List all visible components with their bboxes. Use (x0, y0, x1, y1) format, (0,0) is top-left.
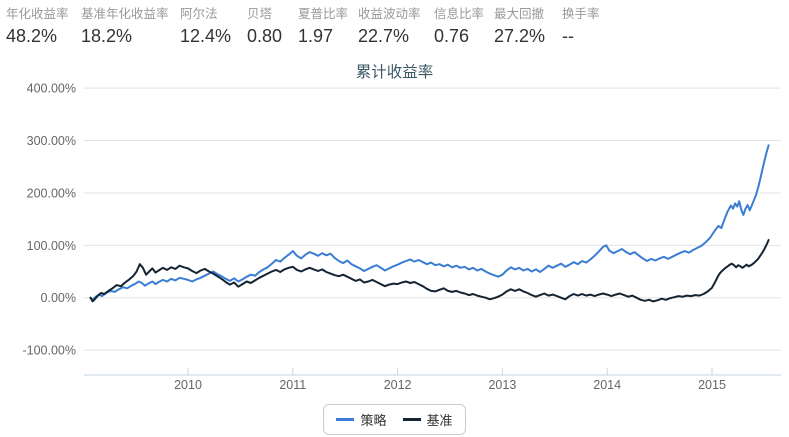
cumulative-return-chart[interactable]: 400.00% 300.00% 200.00% 100.00% 0.00% -100.00… (0, 72, 789, 437)
stat-label: 最大回撤 (494, 7, 545, 21)
series-line-基准[interactable] (89, 239, 770, 303)
legend-item-基准[interactable]: 基准 (402, 410, 453, 429)
stats-header: 年化收益率 48.2% 基准年化收益率 18.2% 阿尔法 12.4% 贝塔 0.80 夏普比率… (6, 6, 622, 48)
chart-title: 累计收益率 (355, 64, 434, 81)
legend-label: 策略 (360, 413, 387, 428)
stat-item: 换手率 -- (562, 6, 622, 48)
y-axis-label: -100.00% (22, 344, 76, 358)
x-axis-label: 2010 (174, 378, 202, 392)
stat-item: 贝塔 0.80 (247, 6, 298, 48)
stat-item: 最大回撤 27.2% (494, 6, 562, 48)
stat-value: 12.4% (180, 26, 232, 46)
y-axis-label: 300.00% (27, 134, 76, 148)
legend-line-swatch (336, 418, 355, 421)
stat-value: 48.2% (6, 26, 58, 46)
stat-label: 贝塔 (247, 7, 273, 21)
stat-item: 夏普比率 1.97 (298, 6, 358, 48)
y-axis-label: 0.00% (41, 291, 76, 305)
stat-item: 基准年化收益率 18.2% (81, 6, 180, 48)
stat-value: -- (562, 26, 574, 46)
stat-label: 换手率 (562, 7, 600, 21)
y-axis-label: 400.00% (27, 82, 76, 96)
legend-line-swatch (402, 418, 421, 421)
stat-value: 27.2% (494, 26, 546, 46)
stat-label: 收益波动率 (358, 7, 421, 21)
stat-label: 基准年化收益率 (81, 7, 169, 21)
y-axis-label: 200.00% (27, 186, 76, 200)
x-axis-label: 2011 (279, 378, 306, 392)
stat-item: 收益波动率 22.7% (358, 6, 434, 48)
stat-label: 年化收益率 (6, 7, 69, 21)
stat-label: 信息比率 (434, 7, 485, 21)
legend-box: 策略 基准 (323, 404, 466, 435)
x-axis-label: 2012 (384, 378, 412, 392)
legend-item-策略[interactable]: 策略 (336, 410, 387, 429)
series-line-策略[interactable] (89, 144, 770, 301)
stat-value: 18.2% (81, 26, 133, 46)
stat-value: 1.97 (298, 26, 334, 46)
stat-value: 22.7% (358, 26, 410, 46)
stat-item: 年化收益率 48.2% (6, 6, 81, 48)
stat-value: 0.76 (434, 26, 470, 46)
stat-item: 信息比率 0.76 (434, 6, 494, 48)
stat-item: 阿尔法 12.4% (180, 6, 247, 48)
chart-legend: 策略 基准 (0, 404, 789, 435)
y-axis-label: 100.00% (27, 239, 76, 253)
legend-label: 基准 (426, 413, 453, 428)
x-axis-label: 2014 (593, 378, 621, 392)
stat-label: 夏普比率 (298, 7, 349, 21)
x-axis-label: 2015 (698, 378, 726, 392)
stat-label: 阿尔法 (180, 7, 218, 21)
stat-value: 0.80 (247, 26, 283, 46)
x-axis-label: 2013 (488, 378, 516, 392)
